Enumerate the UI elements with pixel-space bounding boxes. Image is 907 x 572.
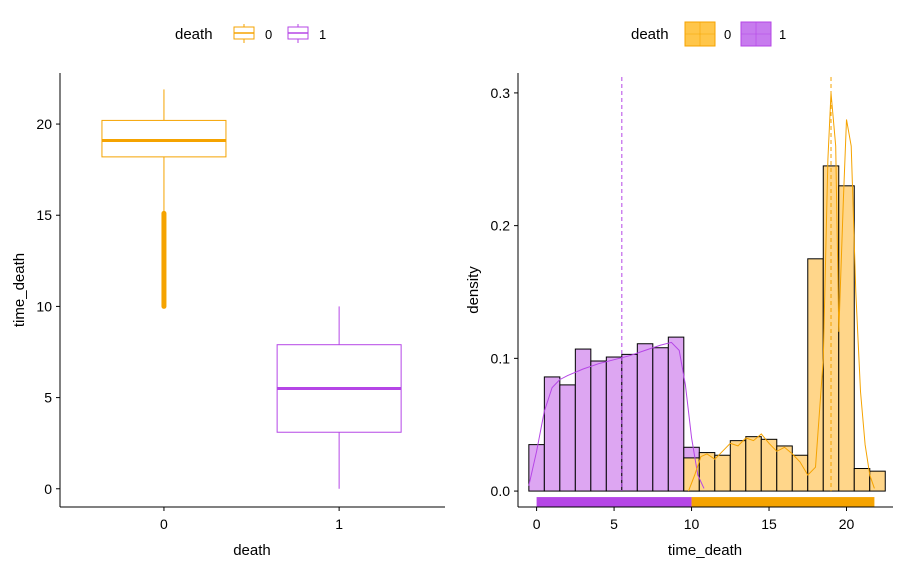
right-y-tick-label: 0.0 [491,483,511,499]
left-legend-label-0: 0 [265,27,272,42]
hist-bar [745,436,762,492]
right-y-ticks: 0.0 0.1 0.2 0.3 [491,85,518,499]
rug-1 [536,497,692,508]
right-legend-key-1 [740,21,772,47]
hist-bar [574,348,592,492]
hist-bar [590,360,607,492]
left-y-tick-label: 20 [36,116,52,132]
box-group-1 [276,306,402,489]
right-legend-key-0 [684,21,716,47]
hist-series-0 [683,165,886,492]
hist-bar [760,438,778,492]
hist-bar [559,384,576,492]
right-x-tick-label: 20 [839,516,855,532]
histogram-panel: 0.0 0.1 0.2 0.3 0 5 10 15 20 time_death density [465,73,893,559]
hist-bar [636,343,654,492]
hist-bar [853,468,871,492]
right-x-tick-label: 0 [533,516,541,532]
right-y-tick-label: 0.3 [491,85,511,101]
right-legend-label-1: 1 [779,27,786,42]
right-x-ticks: 0 5 10 15 20 [533,507,855,532]
hist-bar [714,454,731,492]
histogram-marks [528,77,886,508]
box-iqr [101,119,227,158]
right-y-tick-label: 0.2 [491,218,511,234]
left-legend-title: death [175,26,213,43]
left-legend: death 0 1 [175,24,326,43]
hist-bar [698,452,716,492]
right-x-axis-label: time_death [668,542,742,559]
right-legend-label-0: 0 [724,27,731,42]
hist-bar [667,336,685,492]
hist-bar [807,258,824,492]
hist-bar [543,376,561,492]
left-x-axis-label: death [233,542,271,559]
box-group-0 [101,89,227,309]
hist-bar [729,440,747,492]
right-legend-title: death [631,26,669,43]
density-curve-0 [688,92,875,492]
rug-0 [691,497,875,508]
hist-bar [683,457,700,492]
left-y-tick-label: 10 [36,298,52,314]
right-y-axis-label: density [465,266,482,314]
right-legend: death 0 1 [631,21,786,47]
hist-bar [652,347,669,492]
left-y-axis-label: time_death [11,253,28,327]
hist-bar [605,356,623,492]
right-x-tick-label: 15 [761,516,777,532]
hist-bar [791,454,809,492]
left-legend-key-1 [287,24,309,43]
right-y-tick-label: 0.1 [491,350,511,366]
left-y-ticks: 0 5 10 15 20 [36,116,60,497]
hist-bar [776,445,793,492]
left-x-tick-label: 0 [160,516,168,532]
boxplot-marks [101,89,402,489]
right-x-tick-label: 5 [610,516,618,532]
right-x-tick-label: 10 [684,516,700,532]
left-y-tick-label: 0 [44,481,52,497]
hist-bar [621,353,638,492]
left-x-tick-label: 1 [335,516,343,532]
left-y-tick-label: 5 [44,390,52,406]
left-y-tick-label: 15 [36,207,52,223]
left-legend-label-1: 1 [319,27,326,42]
hist-bar [838,185,855,492]
left-legend-key-0 [233,24,255,43]
